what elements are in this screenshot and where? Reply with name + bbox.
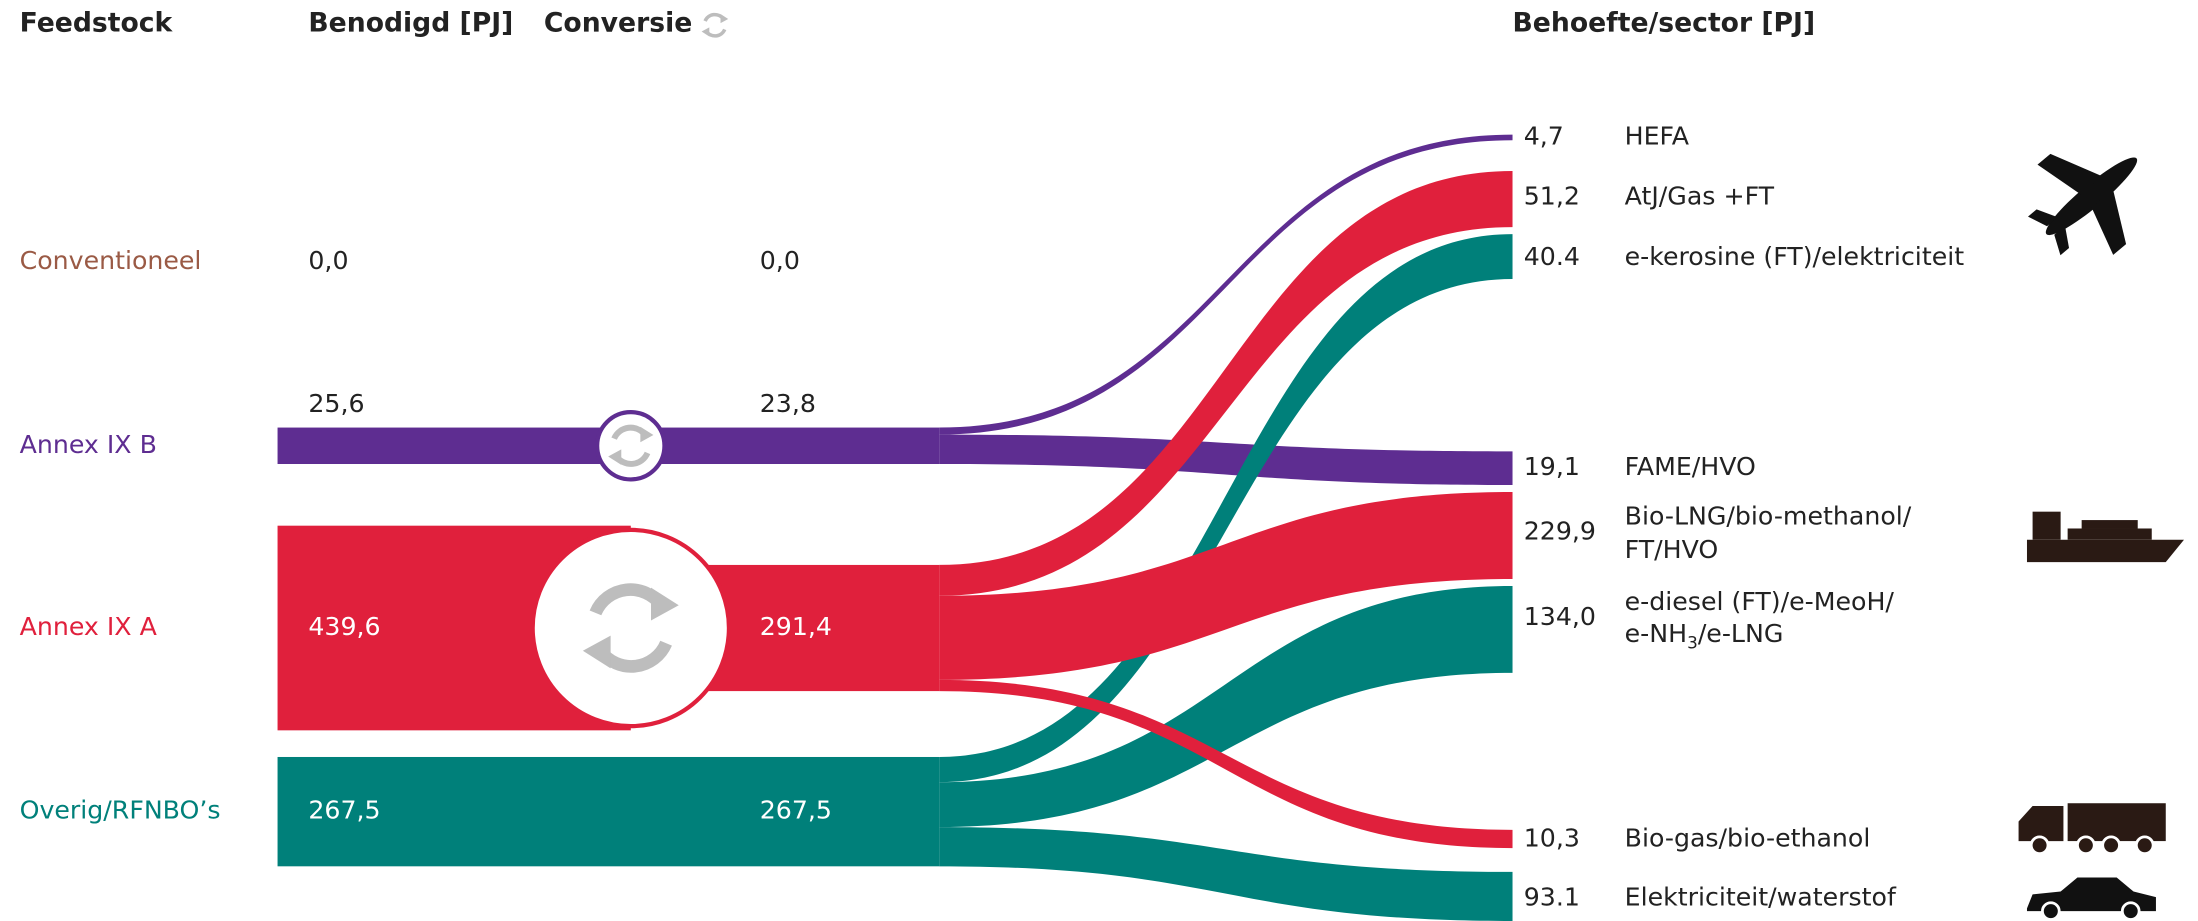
flow	[939, 134, 1513, 435]
value: 0,0	[760, 246, 800, 275]
conversion-icon	[699, 12, 730, 39]
sector-value: 10,3	[1524, 824, 1580, 853]
feedstock-label: Conventioneel	[20, 246, 202, 275]
sectors: 4,7 HEFA 51,2 AtJ/Gas +FT 40.4 e-kerosine (FT…	[1524, 121, 1964, 911]
value: 291,4	[760, 612, 832, 641]
sector-label: e-NH3/e-LNG	[1625, 619, 1784, 652]
sector-label: /e-LNG	[1698, 619, 1784, 648]
value: 267,5	[760, 796, 832, 825]
sector-label: e-NH	[1625, 619, 1687, 648]
header: Behoefte/sector [PJ]	[1513, 7, 1816, 38]
value: 267,5	[308, 796, 380, 825]
feedstock-label: Overig/RFNBO’s	[20, 796, 221, 825]
flow	[939, 585, 1513, 828]
sector-value: 229,9	[1524, 517, 1596, 546]
flow	[939, 679, 1513, 849]
value: 23,8	[760, 389, 816, 418]
sector-label: HEFA	[1625, 121, 1690, 150]
sector-label: e-diesel (FT)/e-MeoH/	[1625, 587, 1895, 616]
truck-icon	[2018, 803, 2166, 856]
feedstock-label: Annex IX A	[20, 612, 158, 641]
sector-label: Bio-gas/bio-ethanol	[1625, 824, 1871, 853]
sector-value: 93.1	[1524, 883, 1580, 912]
sector-label: FAME/HVO	[1625, 452, 1756, 481]
flows	[939, 134, 1513, 921]
value: 25,6	[308, 389, 364, 418]
flow	[939, 492, 1513, 680]
header: Benodigd [PJ]	[308, 7, 513, 38]
sector-label: FT/HVO	[1625, 535, 1719, 564]
flow	[939, 827, 1513, 921]
feedstock-label: Annex IX B	[20, 430, 157, 459]
conversion-node	[530, 527, 732, 729]
ship-icon	[2026, 511, 2184, 563]
sector-label: AtJ/Gas +FT	[1625, 182, 1775, 211]
header: Conversie	[544, 7, 692, 38]
airplane-icon	[2027, 153, 2138, 256]
value: 439,6	[308, 612, 380, 641]
car-icon	[2026, 877, 2156, 921]
sector-value: 40.4	[1524, 242, 1580, 271]
flow	[939, 434, 1513, 486]
flow	[939, 171, 1513, 596]
band	[277, 756, 940, 867]
sector-label: Elektriciteit/waterstof	[1625, 883, 1897, 912]
flow	[939, 234, 1513, 783]
sector-value: 19,1	[1524, 452, 1580, 481]
sector-value: 51,2	[1524, 182, 1580, 211]
sector-value: 4,7	[1524, 121, 1564, 150]
value: 0,0	[308, 246, 348, 275]
conversion-node	[595, 410, 667, 482]
header: Feedstock	[20, 7, 174, 38]
subscript: 3	[1687, 632, 1698, 652]
sector-label: e-kerosine (FT)/elektriciteit	[1625, 242, 1965, 271]
sector-label: Bio-LNG/bio-methanol/	[1625, 501, 1912, 530]
sector-value: 134,0	[1524, 602, 1596, 631]
